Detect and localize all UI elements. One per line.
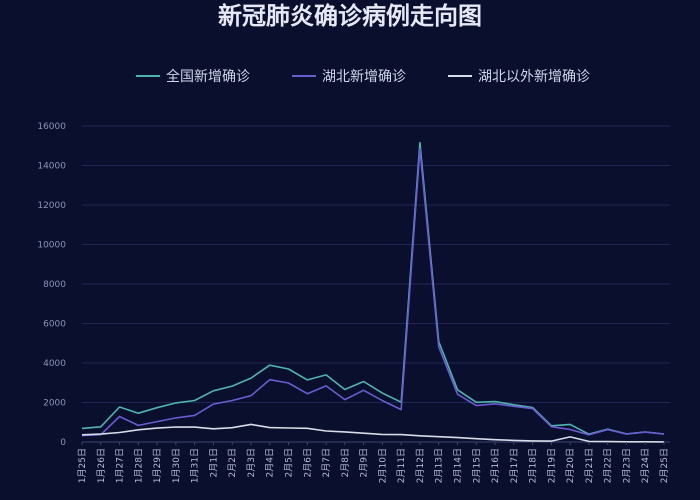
- x-tick-label: 2月6日: [302, 448, 313, 477]
- x-tick-label: 2月19日: [546, 448, 557, 483]
- x-tick-label: 2月21日: [584, 448, 595, 483]
- series-lines: [81, 141, 665, 443]
- x-tick-label: 2月2日: [227, 448, 238, 477]
- y-tick-label: 12000: [37, 201, 66, 211]
- x-tick-label: 1月27日: [115, 448, 126, 483]
- y-tick-label: 14000: [37, 162, 66, 172]
- y-axis-ticks: 0 2000 4000 6000 8000 10000 12000 14000 16000: [37, 122, 66, 448]
- y-tick-label: 6000: [43, 320, 66, 330]
- x-tick-label: 2月17日: [509, 448, 520, 483]
- x-tick-label: 2月12日: [415, 448, 426, 483]
- x-tick-label: 2月1日: [208, 448, 219, 477]
- gridlines: [82, 125, 670, 443]
- x-tick-label: 2月9日: [359, 448, 370, 477]
- y-tick-label: 8000: [43, 280, 66, 290]
- y-tick-label: 2000: [43, 399, 66, 409]
- x-axis-ticks: 1月25日 1月26日 1月27日 1月28日 1月29日 1月30日 1月31日 2月1日 2…: [77, 442, 670, 483]
- x-tick-label: 2月7日: [321, 448, 332, 477]
- legend-label: 全国新增确诊: [166, 68, 250, 85]
- x-tick-label: 1月28日: [133, 448, 144, 483]
- x-tick-label: 1月30日: [171, 448, 182, 483]
- x-tick-label: 2月25日: [659, 448, 670, 483]
- legend-label: 湖北新增确诊: [322, 69, 406, 85]
- legend-label: 湖北以外新增确诊: [478, 69, 590, 85]
- x-tick-label: 2月11日: [396, 448, 407, 483]
- y-tick-label: 4000: [43, 359, 66, 369]
- x-tick-label: 2月23日: [621, 448, 632, 483]
- x-tick-label: 2月24日: [640, 448, 651, 483]
- x-tick-label: 2月18日: [528, 448, 539, 483]
- legend: 全国新增确诊 湖北新增确诊 湖北以外新增确诊: [136, 68, 590, 85]
- y-tick-label: 16000: [37, 122, 66, 132]
- x-tick-label: 2月4日: [265, 448, 276, 477]
- x-tick-label: 2月5日: [284, 448, 295, 477]
- x-tick-label: 1月29日: [152, 448, 163, 483]
- y-tick-label: 0: [60, 438, 66, 448]
- x-tick-label: 1月25日: [77, 448, 88, 483]
- series-line-0: [81, 141, 665, 436]
- x-tick-label: 2月13日: [434, 448, 445, 483]
- x-tick-label: 2月22日: [603, 448, 614, 483]
- x-tick-label: 1月31日: [190, 448, 201, 483]
- x-tick-label: 2月8日: [340, 448, 351, 477]
- x-tick-label: 2月16日: [490, 448, 501, 483]
- x-tick-label: 2月14日: [452, 448, 463, 483]
- x-tick-label: 2月15日: [471, 448, 482, 483]
- y-tick-label: 10000: [37, 241, 66, 251]
- x-tick-label: 1月26日: [96, 448, 107, 483]
- chart-title: 新冠肺炎确诊病例走向图: [218, 1, 482, 30]
- series-line-1: [81, 148, 665, 437]
- x-tick-label: 2月3日: [246, 448, 257, 477]
- x-tick-label: 2月10日: [377, 448, 388, 483]
- series-line-2: [81, 423, 665, 443]
- x-tick-label: 2月20日: [565, 448, 576, 483]
